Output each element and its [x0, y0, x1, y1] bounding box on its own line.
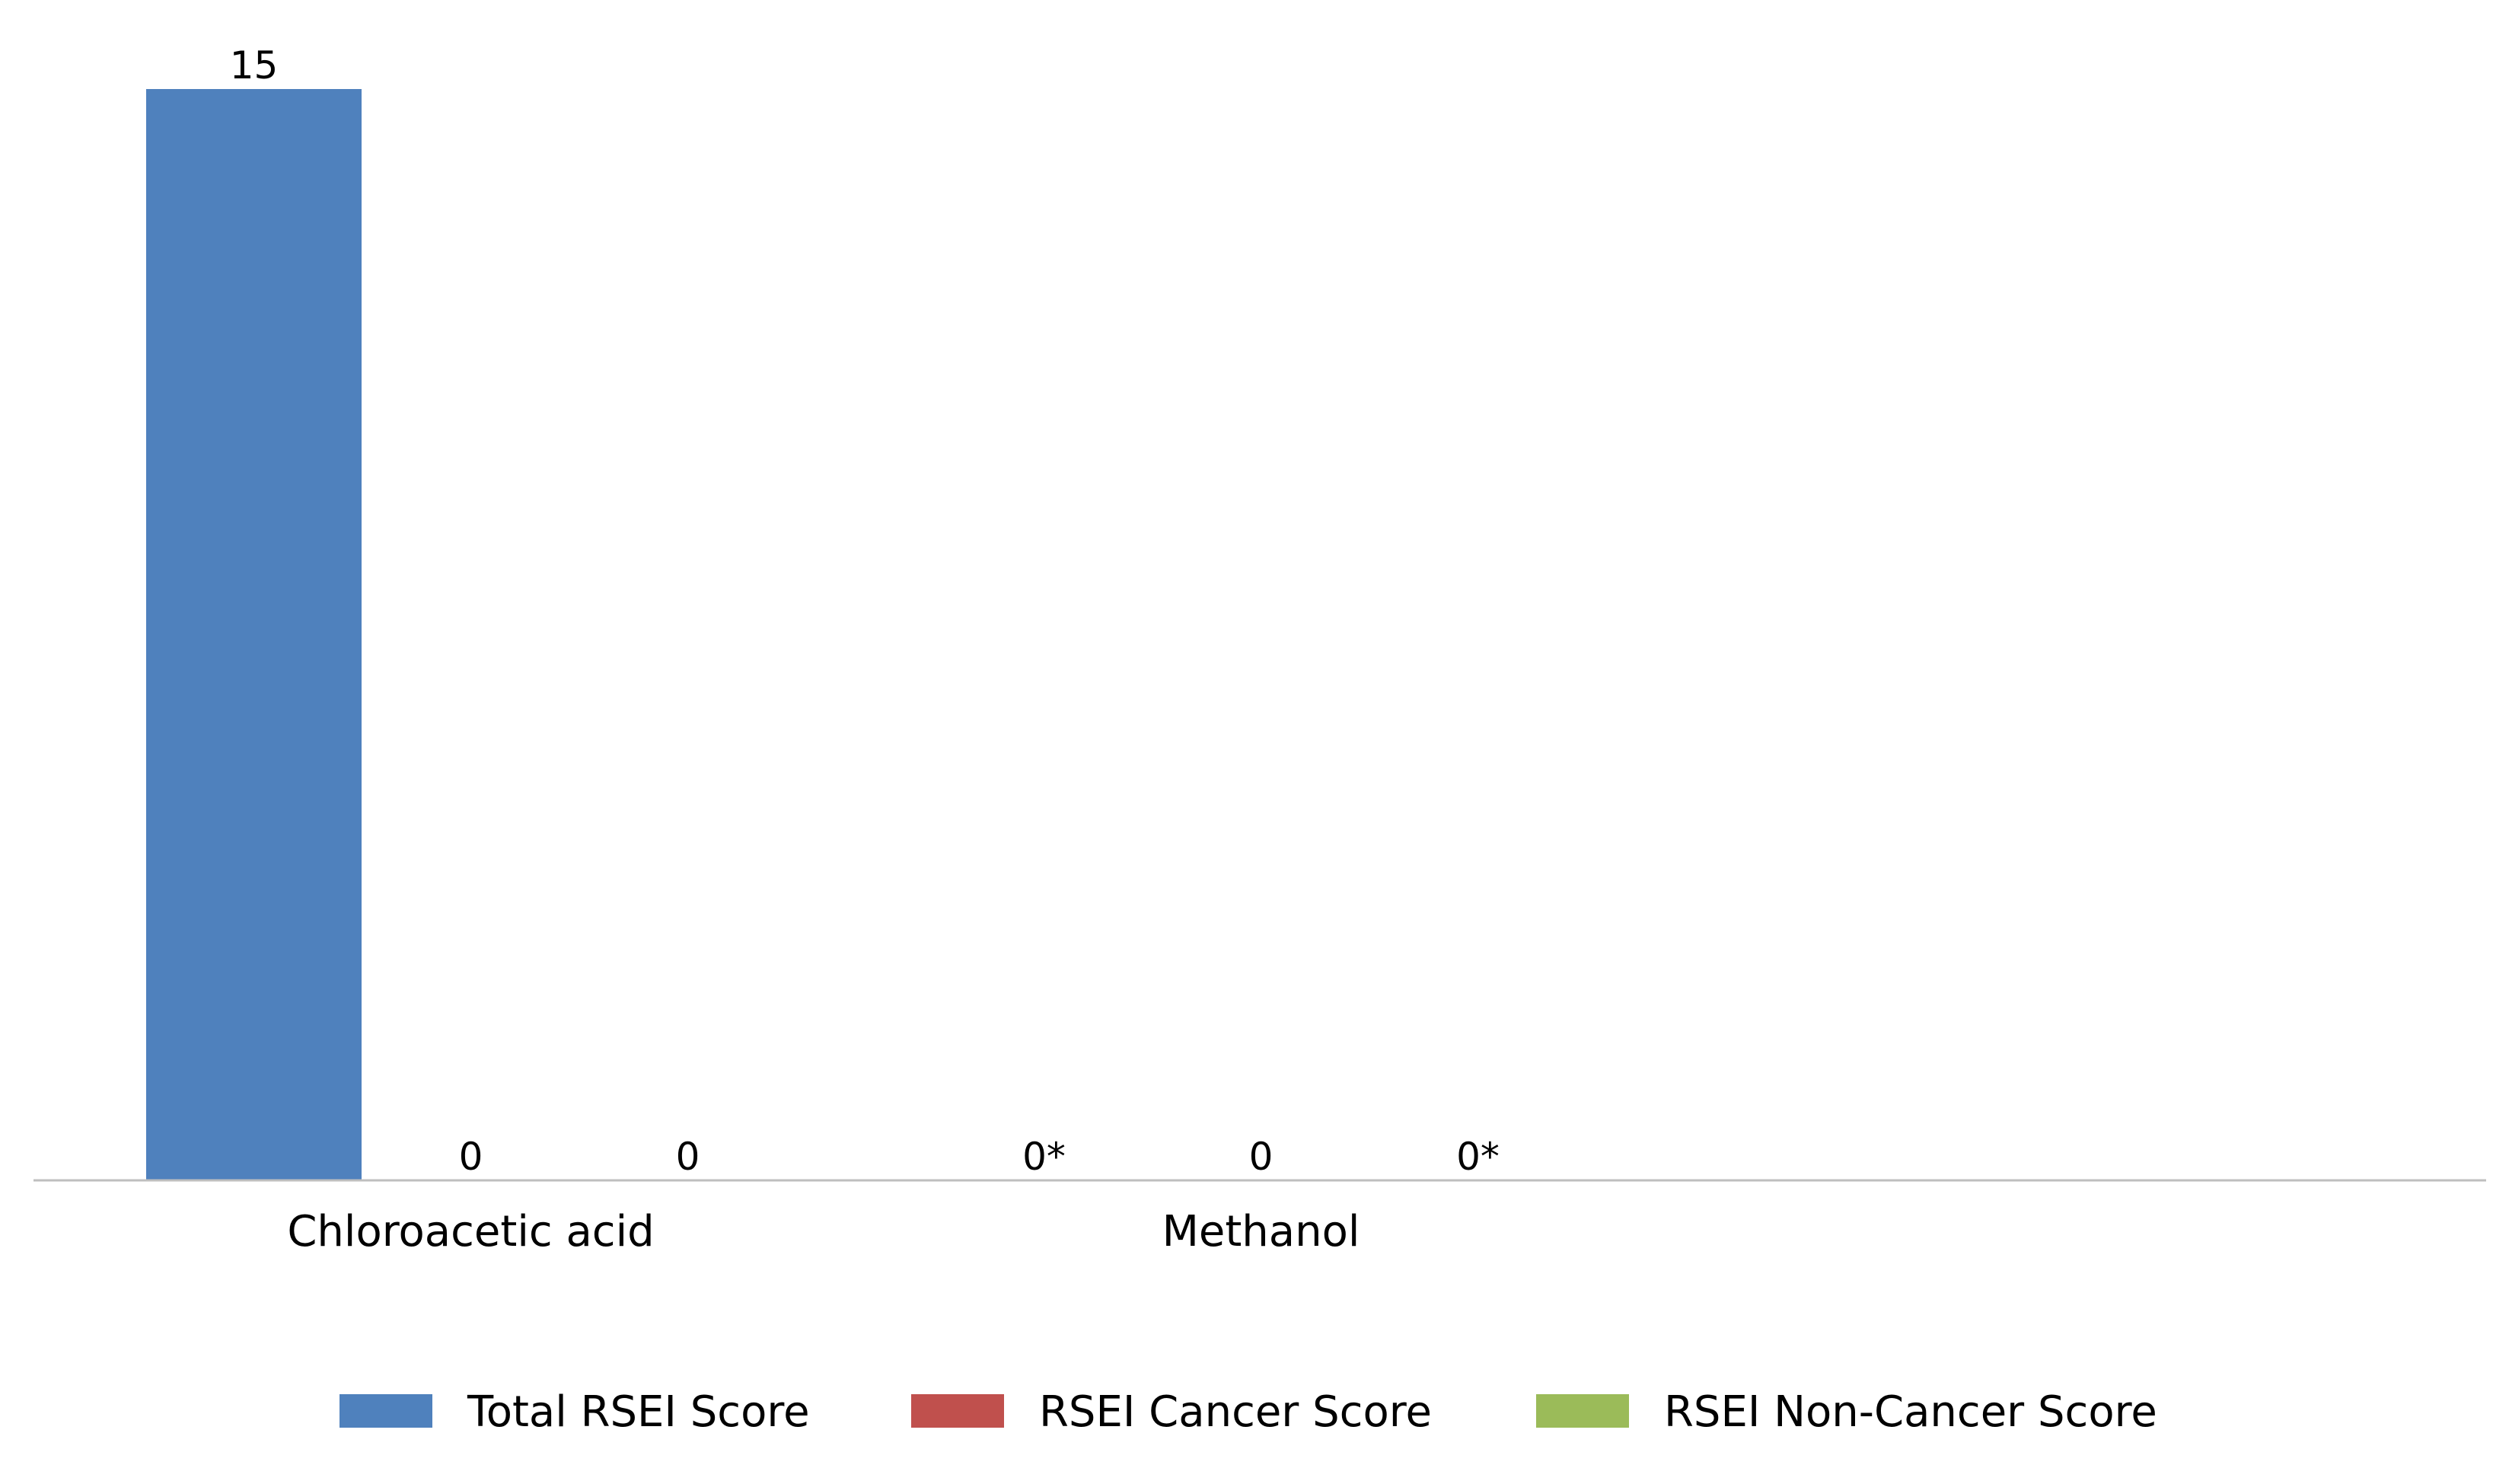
category-labels-layer: Chloroacetic acid Methanol — [287, 1207, 1360, 1256]
legend-swatch-total-rsei-score — [340, 1394, 432, 1428]
legend-swatch-rsei-non-cancer-score — [1536, 1394, 1629, 1428]
category-label-chloroacetic-acid: Chloroacetic acid — [287, 1207, 654, 1256]
data-label-rsei-non-cancer-score-methanol: 0* — [1456, 1135, 1500, 1179]
bars-layer — [146, 89, 362, 1180]
bar-total-rsei-score-chloroacetic-acid — [146, 89, 362, 1180]
data-label-rsei-non-cancer-score-chloroacetic-acid: 0 — [676, 1135, 700, 1179]
legend-label-rsei-non-cancer-score: RSEI Non-Cancer Score — [1664, 1387, 2157, 1437]
legend-label-rsei-cancer-score: RSEI Cancer Score — [1039, 1387, 1432, 1437]
data-label-rsei-cancer-score-methanol: 0 — [1249, 1135, 1274, 1179]
data-label-rsei-cancer-score-chloroacetic-acid: 0 — [459, 1135, 483, 1179]
category-label-methanol: Methanol — [1162, 1207, 1360, 1256]
legend: Total RSEI Score RSEI Cancer Score RSEI No… — [340, 1387, 2157, 1437]
legend-swatch-rsei-cancer-score — [911, 1394, 1004, 1428]
legend-label-total-rsei-score: Total RSEI Score — [467, 1387, 810, 1437]
data-labels-layer: 15 0 0 0* 0 0* — [230, 43, 1500, 1179]
data-label-total-rsei-score-chloroacetic-acid: 15 — [230, 43, 279, 88]
data-label-total-rsei-score-methanol: 0* — [1022, 1135, 1066, 1179]
